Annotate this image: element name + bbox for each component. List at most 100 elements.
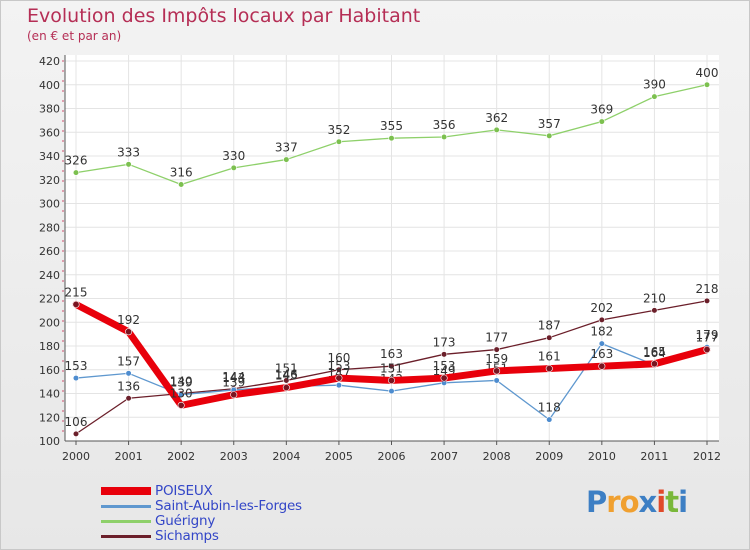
y-tick-label: 260 — [39, 245, 60, 258]
y-tick-label: 280 — [39, 221, 60, 234]
legend-item: POISEUX — [101, 483, 341, 499]
data-point-poiseux — [335, 374, 343, 382]
y-tick-label: 380 — [39, 103, 60, 116]
brand-logo: Proxiti — [586, 485, 688, 519]
legend-swatch — [101, 505, 151, 508]
data-point-poiseux — [230, 391, 238, 399]
y-tick-label: 360 — [39, 126, 60, 139]
brand-letter: x — [638, 485, 658, 519]
data-label-poiseux: 145 — [275, 369, 298, 383]
data-label-saint-aubin-les-forges: 164 — [643, 346, 666, 360]
data-point-saint-aubin-les-forges — [388, 388, 395, 395]
data-point-poiseux — [650, 360, 658, 368]
chart-title: Evolution des Impôts locaux par Habitant — [27, 5, 421, 27]
data-point-gu-rigny — [440, 133, 448, 141]
data-point-sichamps — [283, 377, 290, 384]
data-point-sichamps — [440, 351, 448, 358]
data-point-saint-aubin-les-forges — [335, 382, 343, 389]
data-label-poiseux: 159 — [485, 352, 508, 366]
data-label-sichamps: 163 — [380, 347, 403, 361]
data-label-gu-rigny: 390 — [643, 78, 666, 92]
data-point-sichamps — [125, 395, 132, 402]
brand-letter: o — [619, 485, 640, 519]
data-point-gu-rigny — [546, 132, 553, 139]
data-point-sichamps — [598, 316, 605, 323]
data-label-gu-rigny: 352 — [327, 123, 350, 137]
data-point-gu-rigny — [493, 126, 500, 133]
data-label-gu-rigny: 357 — [538, 117, 561, 131]
brand-letter: r — [606, 485, 620, 519]
data-point-gu-rigny — [125, 161, 132, 168]
legend-swatch — [101, 487, 151, 495]
legend-label: Saint-Aubin-les-Forges — [155, 498, 302, 514]
data-label-poiseux: 177 — [696, 331, 719, 345]
data-label-poiseux: 163 — [590, 347, 613, 361]
data-label-sichamps: 218 — [696, 282, 719, 296]
brand-letter: i — [656, 485, 666, 519]
data-label-gu-rigny: 362 — [485, 111, 508, 125]
data-point-sichamps — [651, 307, 658, 314]
data-label-sichamps: 144 — [222, 370, 245, 384]
data-label-saint-aubin-les-forges: 179 — [696, 328, 719, 342]
chart-subtitle: (en € et par an) — [27, 29, 122, 43]
data-label-poiseux: 161 — [538, 350, 561, 364]
data-label-sichamps: 136 — [117, 379, 140, 393]
data-label-sichamps: 210 — [643, 291, 666, 305]
data-label-poiseux: 130 — [170, 386, 193, 400]
data-label-sichamps: 151 — [275, 361, 298, 375]
data-label-gu-rigny: 356 — [433, 118, 456, 132]
data-label-gu-rigny: 337 — [275, 141, 298, 155]
data-point-gu-rigny — [651, 93, 658, 100]
legend-item: Sichamps — [101, 528, 341, 544]
data-point-gu-rigny — [388, 135, 395, 142]
data-label-gu-rigny: 333 — [117, 145, 140, 159]
data-label-gu-rigny: 316 — [170, 166, 193, 180]
data-label-gu-rigny: 330 — [222, 149, 245, 163]
data-label-sichamps: 106 — [65, 415, 88, 429]
y-tick-label: 180 — [39, 340, 60, 353]
y-tick-label: 220 — [39, 293, 60, 306]
data-point-poiseux — [387, 376, 395, 384]
data-point-saint-aubin-les-forges — [598, 340, 605, 347]
x-tick-label: 2001 — [115, 450, 143, 463]
legend-swatch — [101, 520, 151, 523]
data-label-sichamps: 177 — [485, 331, 508, 345]
data-point-gu-rigny — [72, 169, 80, 176]
x-tick-label: 2005 — [325, 450, 353, 463]
data-point-poiseux — [177, 401, 185, 409]
data-point-gu-rigny — [598, 118, 605, 125]
data-label-poiseux: 153 — [433, 359, 456, 373]
data-label-saint-aubin-les-forges: 182 — [590, 325, 613, 339]
data-point-saint-aubin-les-forges — [546, 416, 553, 423]
y-tick-label: 100 — [39, 435, 60, 448]
data-label-saint-aubin-les-forges: 146 — [275, 367, 298, 381]
data-point-sichamps — [546, 334, 553, 341]
y-tick-label: 320 — [39, 174, 60, 187]
y-tick-label: 340 — [39, 150, 60, 163]
data-label-saint-aubin-les-forges: 153 — [65, 359, 88, 373]
x-tick-label: 2009 — [535, 450, 563, 463]
brand-letter: t — [665, 485, 679, 519]
data-point-gu-rigny — [178, 181, 185, 188]
data-label-poiseux: 215 — [65, 285, 88, 299]
data-label-sichamps: 202 — [590, 301, 613, 315]
y-tick-label: 420 — [39, 55, 60, 68]
legend-label: Guérigny — [155, 513, 216, 529]
x-tick-label: 2010 — [588, 450, 616, 463]
data-label-sichamps: 187 — [538, 319, 561, 333]
data-label-poiseux: 153 — [327, 359, 350, 373]
data-label-saint-aubin-les-forges: 157 — [117, 354, 140, 368]
x-tick-label: 2000 — [62, 450, 90, 463]
data-point-sichamps — [703, 297, 711, 304]
x-tick-label: 2011 — [640, 450, 668, 463]
y-tick-label: 300 — [39, 198, 60, 211]
data-label-poiseux: 151 — [380, 361, 403, 375]
data-label-sichamps: 140 — [170, 375, 193, 389]
x-tick-label: 2003 — [220, 450, 248, 463]
legend-label: Sichamps — [155, 528, 219, 544]
x-tick-label: 2007 — [430, 450, 458, 463]
y-tick-label: 240 — [39, 269, 60, 282]
legend-swatch — [101, 535, 151, 538]
data-label-poiseux: 165 — [643, 345, 666, 359]
